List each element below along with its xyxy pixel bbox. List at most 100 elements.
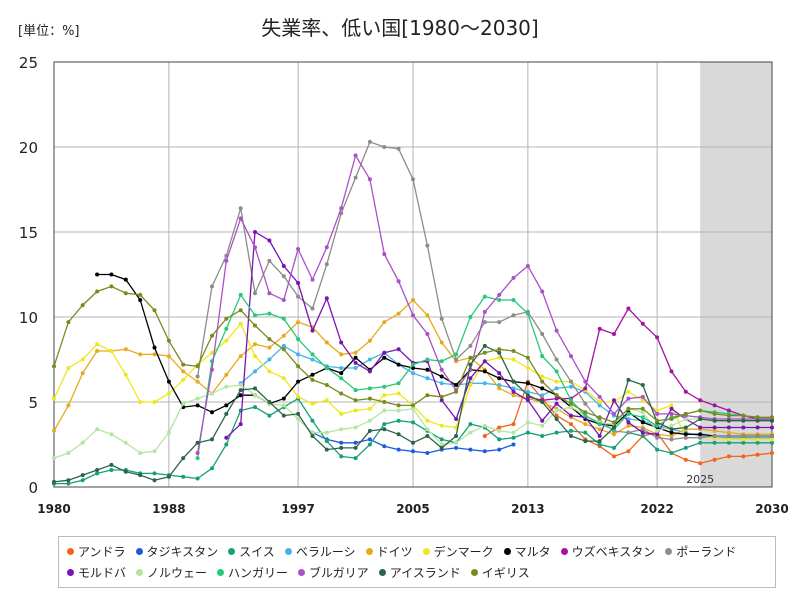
data-point (166, 474, 171, 479)
data-point (353, 366, 358, 370)
data-point (166, 338, 171, 343)
data-point (80, 440, 85, 445)
data-point (411, 298, 415, 302)
data-point (655, 447, 660, 452)
data-point (454, 357, 459, 362)
data-point (210, 437, 214, 442)
data-point (95, 468, 100, 472)
legend-label: ウズベキスタン (571, 545, 656, 559)
data-point (683, 445, 688, 450)
data-point (755, 415, 760, 420)
data-point (411, 366, 415, 370)
data-point (640, 434, 645, 438)
data-point (726, 425, 731, 430)
data-point (382, 444, 387, 449)
data-point (454, 383, 459, 387)
data-point (497, 425, 502, 430)
data-point (726, 434, 731, 438)
data-point (540, 386, 545, 391)
data-point (123, 291, 128, 296)
data-point (669, 437, 674, 442)
data-point (640, 430, 645, 435)
data-point (497, 383, 502, 387)
data-point (353, 153, 358, 158)
data-point (253, 393, 257, 398)
data-point (482, 381, 487, 386)
y-tick-label: 5 (28, 394, 38, 412)
y-tick-label: 0 (28, 479, 38, 497)
legend-item: ハンガリー (217, 562, 288, 583)
data-point (367, 437, 372, 442)
data-point (439, 381, 444, 386)
legend-item: ウズベキスタン (560, 541, 656, 562)
data-point (655, 432, 660, 437)
data-point (353, 398, 358, 403)
x-tick-label: 1997 (281, 502, 314, 516)
data-point (755, 425, 760, 430)
data-point (195, 379, 200, 384)
data-point (597, 415, 602, 420)
forecast-region (700, 62, 772, 487)
data-point (210, 391, 214, 396)
data-point (224, 372, 229, 377)
data-point (396, 279, 401, 284)
data-point (626, 449, 631, 454)
data-point (382, 408, 387, 413)
data-point (698, 432, 703, 437)
data-point (195, 374, 200, 379)
data-point (497, 447, 502, 452)
data-point (525, 311, 530, 316)
x-tick-label: 2005 (396, 502, 429, 516)
data-point (367, 177, 372, 182)
data-point (382, 427, 387, 432)
data-point (296, 247, 301, 251)
data-point (411, 371, 415, 376)
data-point (554, 413, 559, 418)
data-point (626, 396, 631, 401)
data-point (497, 371, 502, 376)
data-point (597, 400, 602, 404)
data-point (439, 442, 444, 447)
data-point (224, 384, 229, 389)
data-point (497, 320, 502, 325)
data-point (80, 371, 85, 376)
data-point (353, 425, 358, 430)
data-point (626, 430, 631, 435)
data-point (468, 422, 473, 427)
data-point (238, 354, 243, 359)
data-point (755, 452, 760, 457)
data-point (655, 435, 660, 440)
data-point (726, 454, 731, 459)
data-point (640, 321, 645, 326)
data-point (109, 349, 114, 353)
data-point (281, 376, 286, 381)
data-point (95, 342, 100, 347)
data-point (267, 413, 272, 418)
data-point (683, 417, 688, 421)
data-point (497, 376, 502, 381)
x-tick-label: 2030 (755, 502, 788, 516)
data-point (339, 427, 344, 432)
data-point (741, 454, 746, 459)
data-point (425, 367, 430, 372)
data-point (152, 478, 157, 483)
data-point (281, 403, 286, 408)
data-point (238, 393, 243, 398)
data-point (612, 332, 616, 336)
data-point (439, 445, 444, 450)
data-point (468, 362, 473, 367)
legend-item: イギリス (470, 562, 530, 583)
legend-item: ポーランド (665, 541, 736, 562)
data-point (411, 313, 415, 318)
data-point (281, 347, 286, 352)
data-point (253, 313, 257, 318)
data-point (712, 411, 717, 416)
legend-marker (136, 569, 144, 576)
y-tick-label: 15 (19, 224, 38, 242)
data-point (367, 418, 372, 423)
data-point (353, 456, 358, 461)
legend-item: モルドバ (67, 562, 126, 583)
data-point (152, 449, 157, 454)
data-point (439, 374, 444, 379)
data-point (66, 320, 71, 325)
